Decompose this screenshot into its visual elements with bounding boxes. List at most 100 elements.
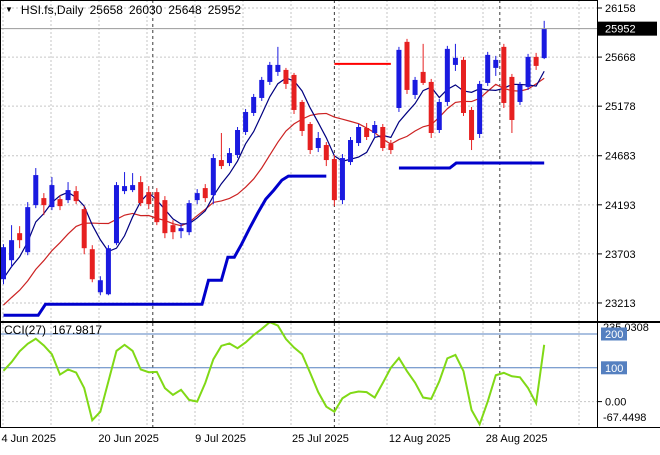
candle-body xyxy=(517,84,523,102)
candle-body xyxy=(210,158,216,196)
cci-zero-label: 0.00 xyxy=(605,397,626,409)
cci-min-label: -67.4498 xyxy=(603,412,646,424)
candle-body xyxy=(1,247,6,280)
price-tick-label: 24683 xyxy=(605,151,636,163)
trailing-stop-line xyxy=(398,161,545,170)
candle-body xyxy=(113,185,119,244)
price-tick-label: 25178 xyxy=(605,101,636,113)
cci-level-tag xyxy=(601,327,627,341)
candle-body xyxy=(404,41,410,90)
candle-body xyxy=(331,159,337,201)
high-value: 26030 xyxy=(128,3,163,17)
candle-body xyxy=(485,54,491,83)
price-tick-label: 23703 xyxy=(605,249,636,261)
date-tick-label: 20 Jun 2025 xyxy=(98,433,159,445)
candle-body xyxy=(444,48,450,102)
symbol-period-label: HSI.fs,Daily xyxy=(20,3,84,17)
candle-body xyxy=(323,145,329,161)
date-tick-label: 28 Aug 2025 xyxy=(486,433,548,445)
candle-body xyxy=(541,28,547,59)
current-price-tag-label: 25952 xyxy=(605,24,636,36)
candle-body xyxy=(105,248,111,295)
price-tick-label: 26158 xyxy=(605,3,636,15)
candle-body xyxy=(291,74,297,110)
candle-body xyxy=(509,76,515,120)
candle-body xyxy=(299,101,305,132)
date-tick-label: 9 Jul 2025 xyxy=(195,433,246,445)
candle-body xyxy=(525,56,531,87)
candle-body xyxy=(81,209,87,249)
main-panel xyxy=(0,1,597,321)
candle-body xyxy=(259,79,265,98)
candle-body xyxy=(9,240,15,261)
cci-panel xyxy=(0,322,597,427)
candle-body xyxy=(533,56,539,66)
candle-body xyxy=(170,225,176,233)
candle-body xyxy=(420,71,426,83)
candle-body xyxy=(73,191,79,202)
date-tick-label: 12 Aug 2025 xyxy=(389,433,451,445)
candle-body xyxy=(17,233,23,241)
candle-body xyxy=(57,199,63,207)
candle-body xyxy=(194,193,200,201)
candle-body xyxy=(348,140,354,163)
candle-body xyxy=(251,96,257,113)
candle-body xyxy=(356,126,362,144)
cci-level-tag-label: 100 xyxy=(605,363,623,375)
candle-body xyxy=(339,158,345,201)
ma-slow-line xyxy=(3,77,545,306)
candle-body xyxy=(226,153,232,164)
cci-line xyxy=(2,322,546,427)
low-value: 25648 xyxy=(168,3,202,17)
candle-body xyxy=(283,69,289,84)
candle-body xyxy=(146,192,152,205)
candle-body xyxy=(218,160,224,167)
candle-body xyxy=(89,249,95,280)
date-tick-label: 4 Jun 2025 xyxy=(2,433,56,445)
trailing-stop-line xyxy=(3,174,327,317)
candle-body xyxy=(493,59,499,68)
candle-body xyxy=(267,64,273,82)
candle-body xyxy=(452,57,458,65)
candle-body xyxy=(97,280,103,293)
candle-body xyxy=(501,46,507,103)
symbol-dropdown-icon[interactable]: ▼ xyxy=(5,5,13,14)
current-price-tag xyxy=(598,21,657,36)
candle-body xyxy=(469,109,475,141)
chart-legend: ▼ HSI.fs,Daily 25658 26030 25648 25952 xyxy=(5,3,241,17)
close-value: 25952 xyxy=(207,3,242,17)
date-tick-label: 25 Jul 2025 xyxy=(292,433,349,445)
ma-fast-line xyxy=(3,70,545,279)
candle-body xyxy=(460,59,466,113)
candle-body xyxy=(380,126,386,149)
candle-body xyxy=(138,182,144,204)
candle-body xyxy=(25,207,31,253)
candle-body xyxy=(33,175,39,206)
candle-body xyxy=(436,101,442,131)
cci-indicator-label: CCI(27) 167.9817 xyxy=(4,323,102,337)
cci-level-tag-label: 200 xyxy=(605,329,623,341)
candle-body xyxy=(315,138,321,149)
candle-body xyxy=(307,123,313,151)
candle-body xyxy=(428,81,434,134)
candle-body xyxy=(396,49,402,108)
candle-body xyxy=(477,83,483,135)
price-tick-label: 25668 xyxy=(605,52,636,64)
candle-body xyxy=(186,203,192,233)
candle-body xyxy=(372,124,378,134)
candle-body xyxy=(178,228,184,232)
cci-name: CCI(27) xyxy=(4,323,47,337)
candle-body xyxy=(41,198,47,206)
candle-body xyxy=(412,79,418,95)
cci-current-value: 167.9817 xyxy=(52,323,103,337)
candle-body xyxy=(154,192,160,223)
candle-body xyxy=(275,64,281,72)
candle-body xyxy=(65,190,71,201)
candle-body xyxy=(388,144,394,151)
candle-body xyxy=(122,186,128,192)
candle-body xyxy=(243,111,249,133)
candle-body xyxy=(130,185,136,191)
price-tick-label: 24193 xyxy=(605,200,636,212)
